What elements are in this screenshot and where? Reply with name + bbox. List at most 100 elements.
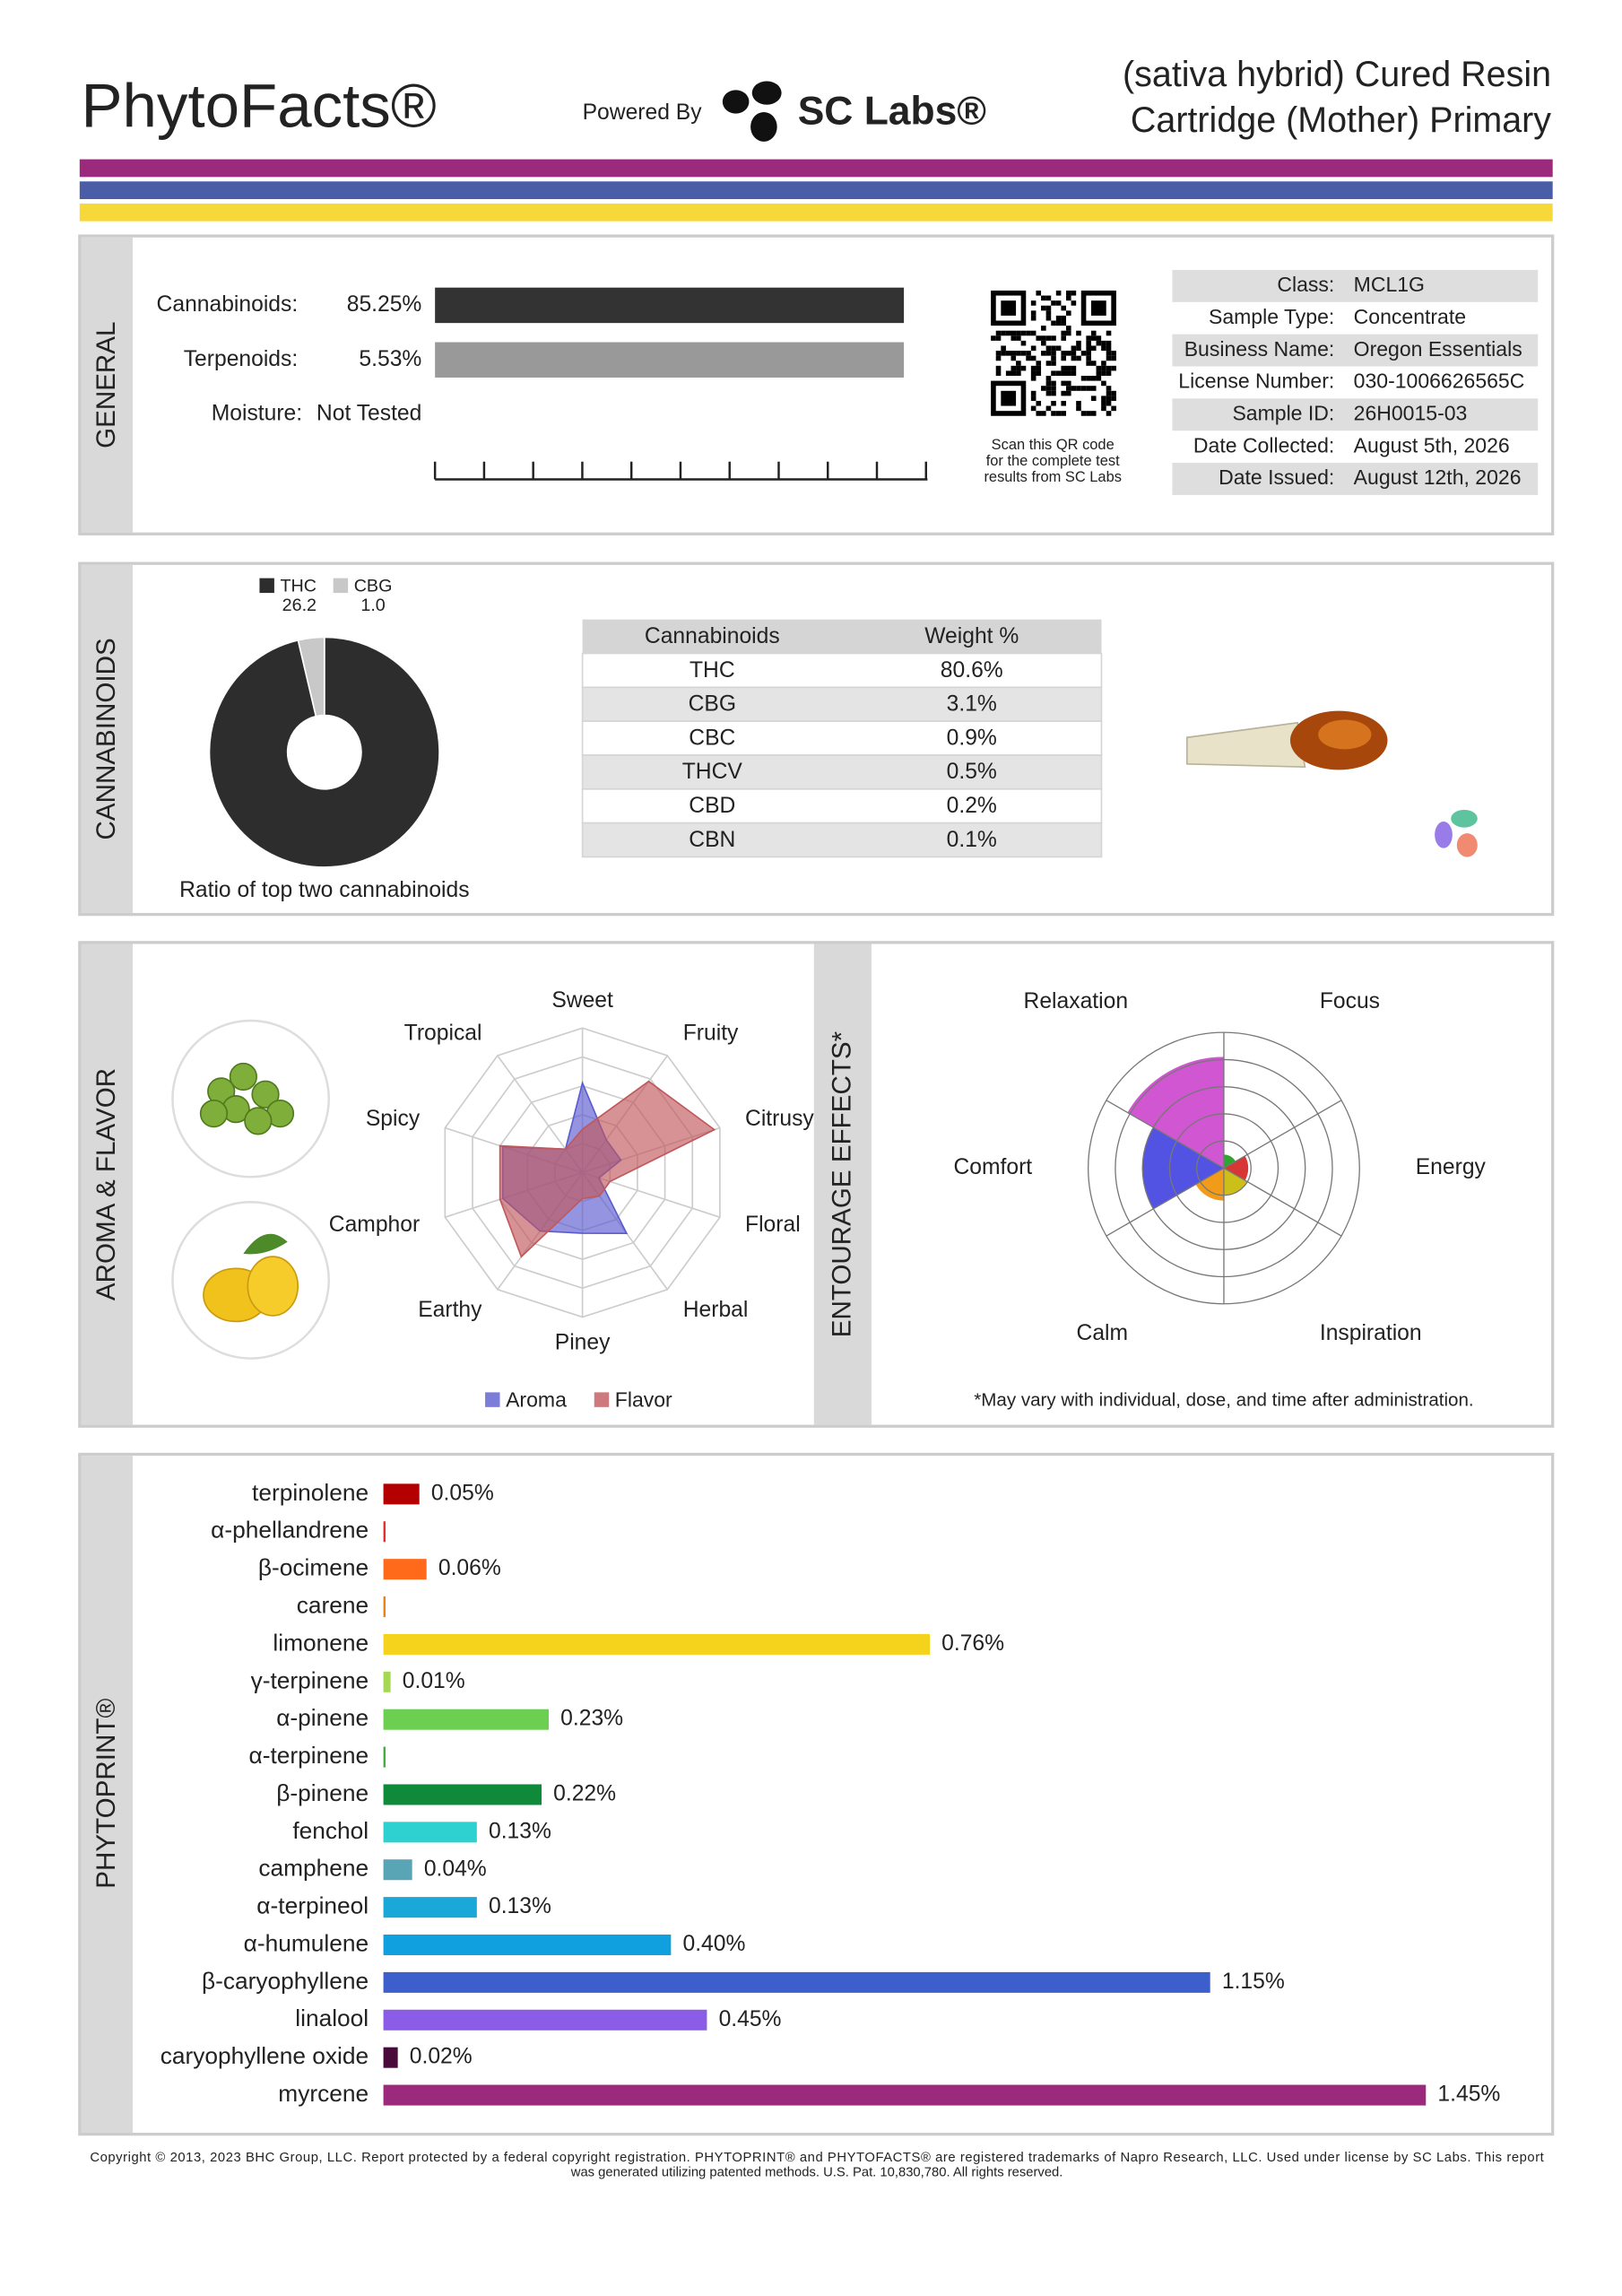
table-cell: 3.1% xyxy=(947,692,997,717)
legend-swatch xyxy=(485,1392,500,1407)
qr-cell xyxy=(1076,405,1081,412)
qr-cell xyxy=(1076,345,1081,352)
qr-cell xyxy=(1016,361,1021,366)
terpene-bar xyxy=(383,1596,386,1618)
legend-label: Aroma xyxy=(506,1387,567,1411)
qr-cell xyxy=(1071,345,1077,352)
radar-area xyxy=(499,1080,716,1258)
chart-note: *May vary with individual, dose, and tim… xyxy=(974,1390,1473,1411)
qr-cell xyxy=(1041,326,1046,331)
qr-cell xyxy=(995,330,1002,336)
qr-cell xyxy=(1036,335,1042,341)
qr-cell xyxy=(1086,376,1091,381)
qr-cell xyxy=(1030,310,1037,316)
qr-cell xyxy=(1010,335,1017,341)
qr-cell xyxy=(1045,345,1052,352)
qr-cell xyxy=(1101,365,1106,371)
polar-spoke xyxy=(1223,1167,1342,1237)
info-label: Business Name: xyxy=(1184,337,1335,361)
legend-swatch xyxy=(333,578,349,594)
terpene-value: 0.13% xyxy=(489,1894,551,1918)
donut-slice xyxy=(297,636,325,718)
terpene-name: camphene xyxy=(258,1855,369,1882)
qr-cell xyxy=(1051,390,1056,396)
polar-spoke xyxy=(1106,1100,1225,1170)
qr-cell xyxy=(1045,305,1052,311)
table-cell: 0.2% xyxy=(947,794,997,818)
terpene-value: 0.13% xyxy=(489,1819,551,1843)
qr-cell xyxy=(1071,370,1077,377)
info-value: August 5th, 2026 xyxy=(1354,433,1510,457)
table-cell: CBN xyxy=(689,828,735,852)
qr-cell xyxy=(1030,376,1037,381)
effect-sector xyxy=(1142,1127,1224,1209)
qr-cell xyxy=(1055,370,1062,377)
terpene-bar xyxy=(383,2047,398,2068)
general-bar xyxy=(435,342,905,378)
qr-cell xyxy=(1106,345,1112,352)
sc-logo xyxy=(722,81,782,142)
effect-label: Relaxation xyxy=(1024,989,1129,1013)
terpene-bar xyxy=(383,1822,477,1843)
qr-cell xyxy=(1041,411,1046,416)
qr-cell xyxy=(1111,396,1116,401)
qr-cell xyxy=(1086,411,1091,416)
qr-cell xyxy=(1061,365,1066,371)
terpene-name: β-ocimene xyxy=(258,1554,369,1581)
terpene-bar xyxy=(383,1633,930,1655)
qr-cell xyxy=(1090,386,1097,391)
qr-cell xyxy=(1055,315,1062,321)
qr-cell xyxy=(1106,411,1112,416)
terpene-bar xyxy=(383,2084,1427,2106)
qr-cell xyxy=(1061,390,1066,396)
qr-cell xyxy=(1041,351,1046,356)
qr-cell xyxy=(1030,365,1037,371)
qr-cell xyxy=(1061,370,1066,377)
legend-label: CBG xyxy=(354,577,393,596)
qr-cell xyxy=(1101,370,1106,377)
radar-axis-label: Piney xyxy=(555,1331,611,1355)
qr-cell xyxy=(1096,335,1102,341)
section-sidebar xyxy=(81,564,134,913)
table-cell: CBG xyxy=(689,692,736,717)
brand: PhytoFacts® xyxy=(81,71,436,141)
qr-finder xyxy=(991,290,1027,326)
stripe xyxy=(79,159,1553,178)
table-cell: 0.1% xyxy=(947,828,997,852)
effect-sector xyxy=(1127,1057,1224,1169)
qr-cell xyxy=(1041,335,1046,341)
radar-axis-label: Fruity xyxy=(683,1022,739,1046)
hop xyxy=(244,1107,273,1135)
info-label: Class: xyxy=(1277,273,1334,296)
qr-cell xyxy=(1001,351,1006,356)
general-label: Cannabinoids: xyxy=(157,292,299,317)
qr-cell xyxy=(1045,361,1052,366)
qr-cell xyxy=(1045,315,1052,321)
qr-cell xyxy=(1090,376,1097,381)
powered-by: Powered By xyxy=(583,100,703,125)
report-title: Cartridge (Mother) Primary xyxy=(1131,100,1551,140)
table-row-bg xyxy=(581,822,1103,858)
info-value: Concentrate xyxy=(1354,305,1466,328)
table-row-bg xyxy=(581,686,1103,722)
qr-cell xyxy=(1061,380,1066,387)
qr-cell xyxy=(1061,305,1066,311)
terpene-bar xyxy=(383,2009,707,2031)
chart-caption: Ratio of top two cannabinoids xyxy=(179,878,469,902)
section-sidebar xyxy=(813,944,872,1425)
qr-cell xyxy=(1101,380,1106,387)
qr-caption: for the complete test xyxy=(986,453,1120,469)
terpene-value: 0.45% xyxy=(719,2007,782,2031)
qr-caption: results from SC Labs xyxy=(984,469,1121,485)
qr-cell xyxy=(1045,386,1052,391)
qr-cell xyxy=(1041,340,1046,346)
qr-cell xyxy=(1020,351,1027,356)
qr-cell xyxy=(1030,396,1037,401)
qr-cell xyxy=(1090,345,1097,352)
terpene-value: 0.23% xyxy=(560,1707,623,1731)
radar-axis-label: Sweet xyxy=(551,988,613,1013)
qr-cell xyxy=(1020,365,1027,371)
terpene-name: α-terpineol xyxy=(256,1892,369,1919)
qr-cell xyxy=(1086,351,1091,356)
